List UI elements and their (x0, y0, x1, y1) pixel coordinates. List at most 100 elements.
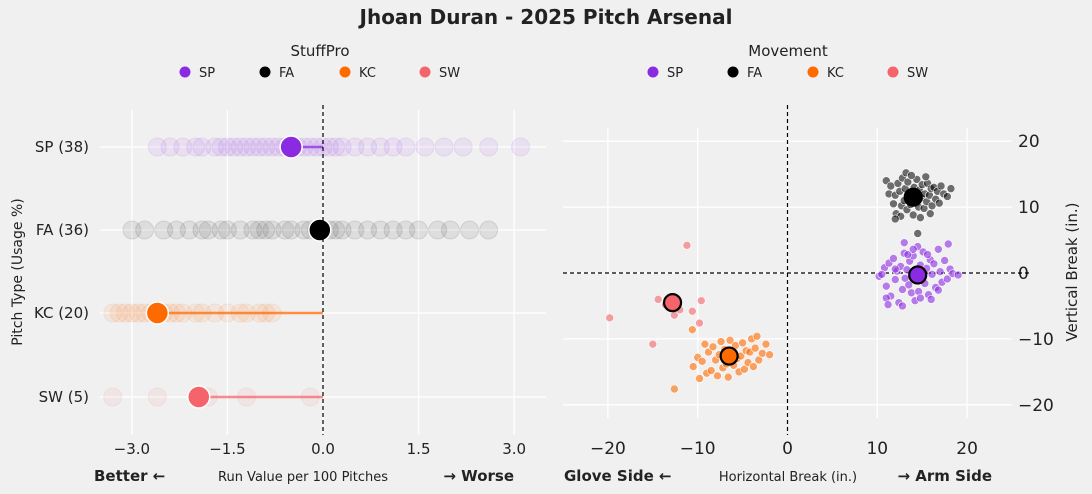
y-axis-label: Vertical Break (in.) (1063, 202, 1081, 341)
mean-marker-fa (903, 187, 923, 207)
sample-point-fa (396, 220, 416, 240)
pitch-point-sp (890, 275, 900, 284)
sample-point-sw (147, 387, 167, 407)
pitch-point-kc (738, 338, 747, 348)
sample-point-fa (211, 220, 231, 240)
sample-point-fa (281, 220, 301, 240)
pitch-point-fa (908, 210, 918, 220)
x-tick-label: 10 (866, 439, 888, 459)
pitch-point-kc (706, 366, 716, 375)
legend-label-sw: SW (439, 66, 460, 81)
sample-point-kc (103, 303, 123, 323)
pitch-point-sw (695, 318, 704, 328)
sample-point-fa (275, 220, 295, 240)
y-tick-label: −10 (1018, 330, 1054, 350)
y-tick-label: KC (20) (34, 304, 89, 322)
sample-point-sp (358, 137, 378, 157)
pitch-point-kc (752, 331, 762, 341)
pitch-point-kc (758, 349, 767, 358)
pitch-point-kc (713, 371, 722, 381)
y-tick-label: 10 (1018, 198, 1040, 218)
pitch-point-sp (889, 254, 898, 263)
sample-point-sp (434, 137, 454, 157)
sample-point-fa (192, 220, 212, 240)
sample-point-fa (262, 220, 282, 240)
pitch-point-sp (929, 259, 939, 269)
pitch-point-sp (916, 293, 925, 303)
movement-panel: Movement SP FA KC SW −20 −10 0 10 20 20 10 0 −10 −20 Ve… (563, 42, 1081, 485)
sample-point-fa (479, 220, 499, 240)
stuffpro-panel: StuffPro SP FA KC SW −3.0 −1.5 0.0 1.5 3.0 SP (38)… (10, 42, 546, 485)
pitch-point-sp (926, 295, 936, 304)
legend-label-kc: KC (359, 66, 376, 81)
x-tick-label: 3.0 (502, 440, 526, 458)
pitch-point-fa (903, 177, 913, 187)
pitch-point-sp (903, 250, 913, 259)
x-axis-arm-side-label: → Arm Side (897, 467, 992, 485)
legend-marker-kc (807, 66, 819, 78)
y-tick-label: SP (38) (35, 138, 89, 156)
y-tick-label: −20 (1018, 396, 1054, 416)
legend-marker-fa (259, 66, 271, 78)
pitch-point-sw (682, 241, 692, 250)
pitch-point-fa (934, 198, 944, 208)
legend-marker-sw (887, 66, 899, 78)
mean-marker-kc (719, 346, 739, 366)
pitch-point-sp (927, 270, 937, 279)
mean-point-fa (308, 218, 332, 242)
sample-point-sp (370, 137, 390, 157)
sample-point-sp (192, 137, 212, 157)
pitch-point-sp (935, 267, 945, 276)
sample-point-fa (198, 220, 218, 240)
sample-point-sp (224, 137, 244, 157)
sample-point-kc (115, 303, 135, 323)
figure-title: Jhoan Duran - 2025 Pitch Arsenal (358, 5, 733, 29)
sample-point-sp (396, 137, 416, 157)
pitch-point-fa (913, 229, 923, 238)
pitch-point-sp (943, 274, 952, 284)
sample-point-fa (409, 220, 429, 240)
pitch-point-fa (925, 209, 935, 218)
sample-point-sp (332, 137, 352, 157)
sample-point-fa (154, 220, 174, 240)
pitch-point-kc (688, 362, 698, 371)
sample-point-sp (415, 137, 435, 157)
sample-point-sp (326, 137, 346, 157)
sample-point-sp (186, 137, 206, 157)
sample-point-fa (179, 220, 199, 240)
x-tick-label: −20 (590, 439, 626, 459)
pitch-point-kc (754, 355, 764, 365)
pitch-point-sp (877, 270, 887, 279)
pitch-point-sp (953, 270, 963, 280)
pitch-point-fa (890, 214, 900, 224)
legend-marker-kc (339, 66, 351, 78)
sample-point-sp (237, 137, 257, 157)
y-tick-label: 20 (1018, 132, 1040, 152)
pitch-point-sp (881, 281, 891, 291)
legend-title: StuffPro (290, 42, 349, 60)
legend-label-fa: FA (747, 66, 762, 81)
legend-marker-sw (419, 66, 431, 78)
pitch-point-sp (934, 285, 943, 295)
pitch-point-kc (749, 362, 758, 371)
x-axis-label: Run Value per 100 Pitches (218, 470, 388, 485)
sample-point-sp (383, 137, 403, 157)
sample-point-fa (370, 220, 390, 240)
sample-point-kc (109, 303, 129, 323)
sample-point-fa (460, 220, 480, 240)
legend-label-sp: SP (667, 66, 683, 81)
sample-point-fa (249, 220, 269, 240)
sample-point-sw (103, 387, 123, 407)
sample-point-fa (217, 220, 237, 240)
pitch-point-fa (936, 181, 946, 191)
pitch-point-sp (923, 250, 932, 259)
sample-point-kc (122, 303, 142, 323)
pitch-point-kc (750, 343, 760, 353)
y-tick-label: 0 (1018, 264, 1029, 284)
pitch-point-sw (696, 296, 706, 305)
x-tick-label: −3.0 (114, 440, 150, 458)
pitch-point-sw (653, 295, 663, 304)
pitch-point-kc (695, 374, 704, 383)
sample-point-sp (243, 137, 263, 157)
